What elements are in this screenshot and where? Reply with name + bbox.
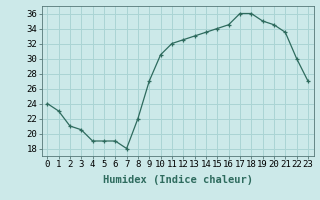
X-axis label: Humidex (Indice chaleur): Humidex (Indice chaleur) xyxy=(103,175,252,185)
